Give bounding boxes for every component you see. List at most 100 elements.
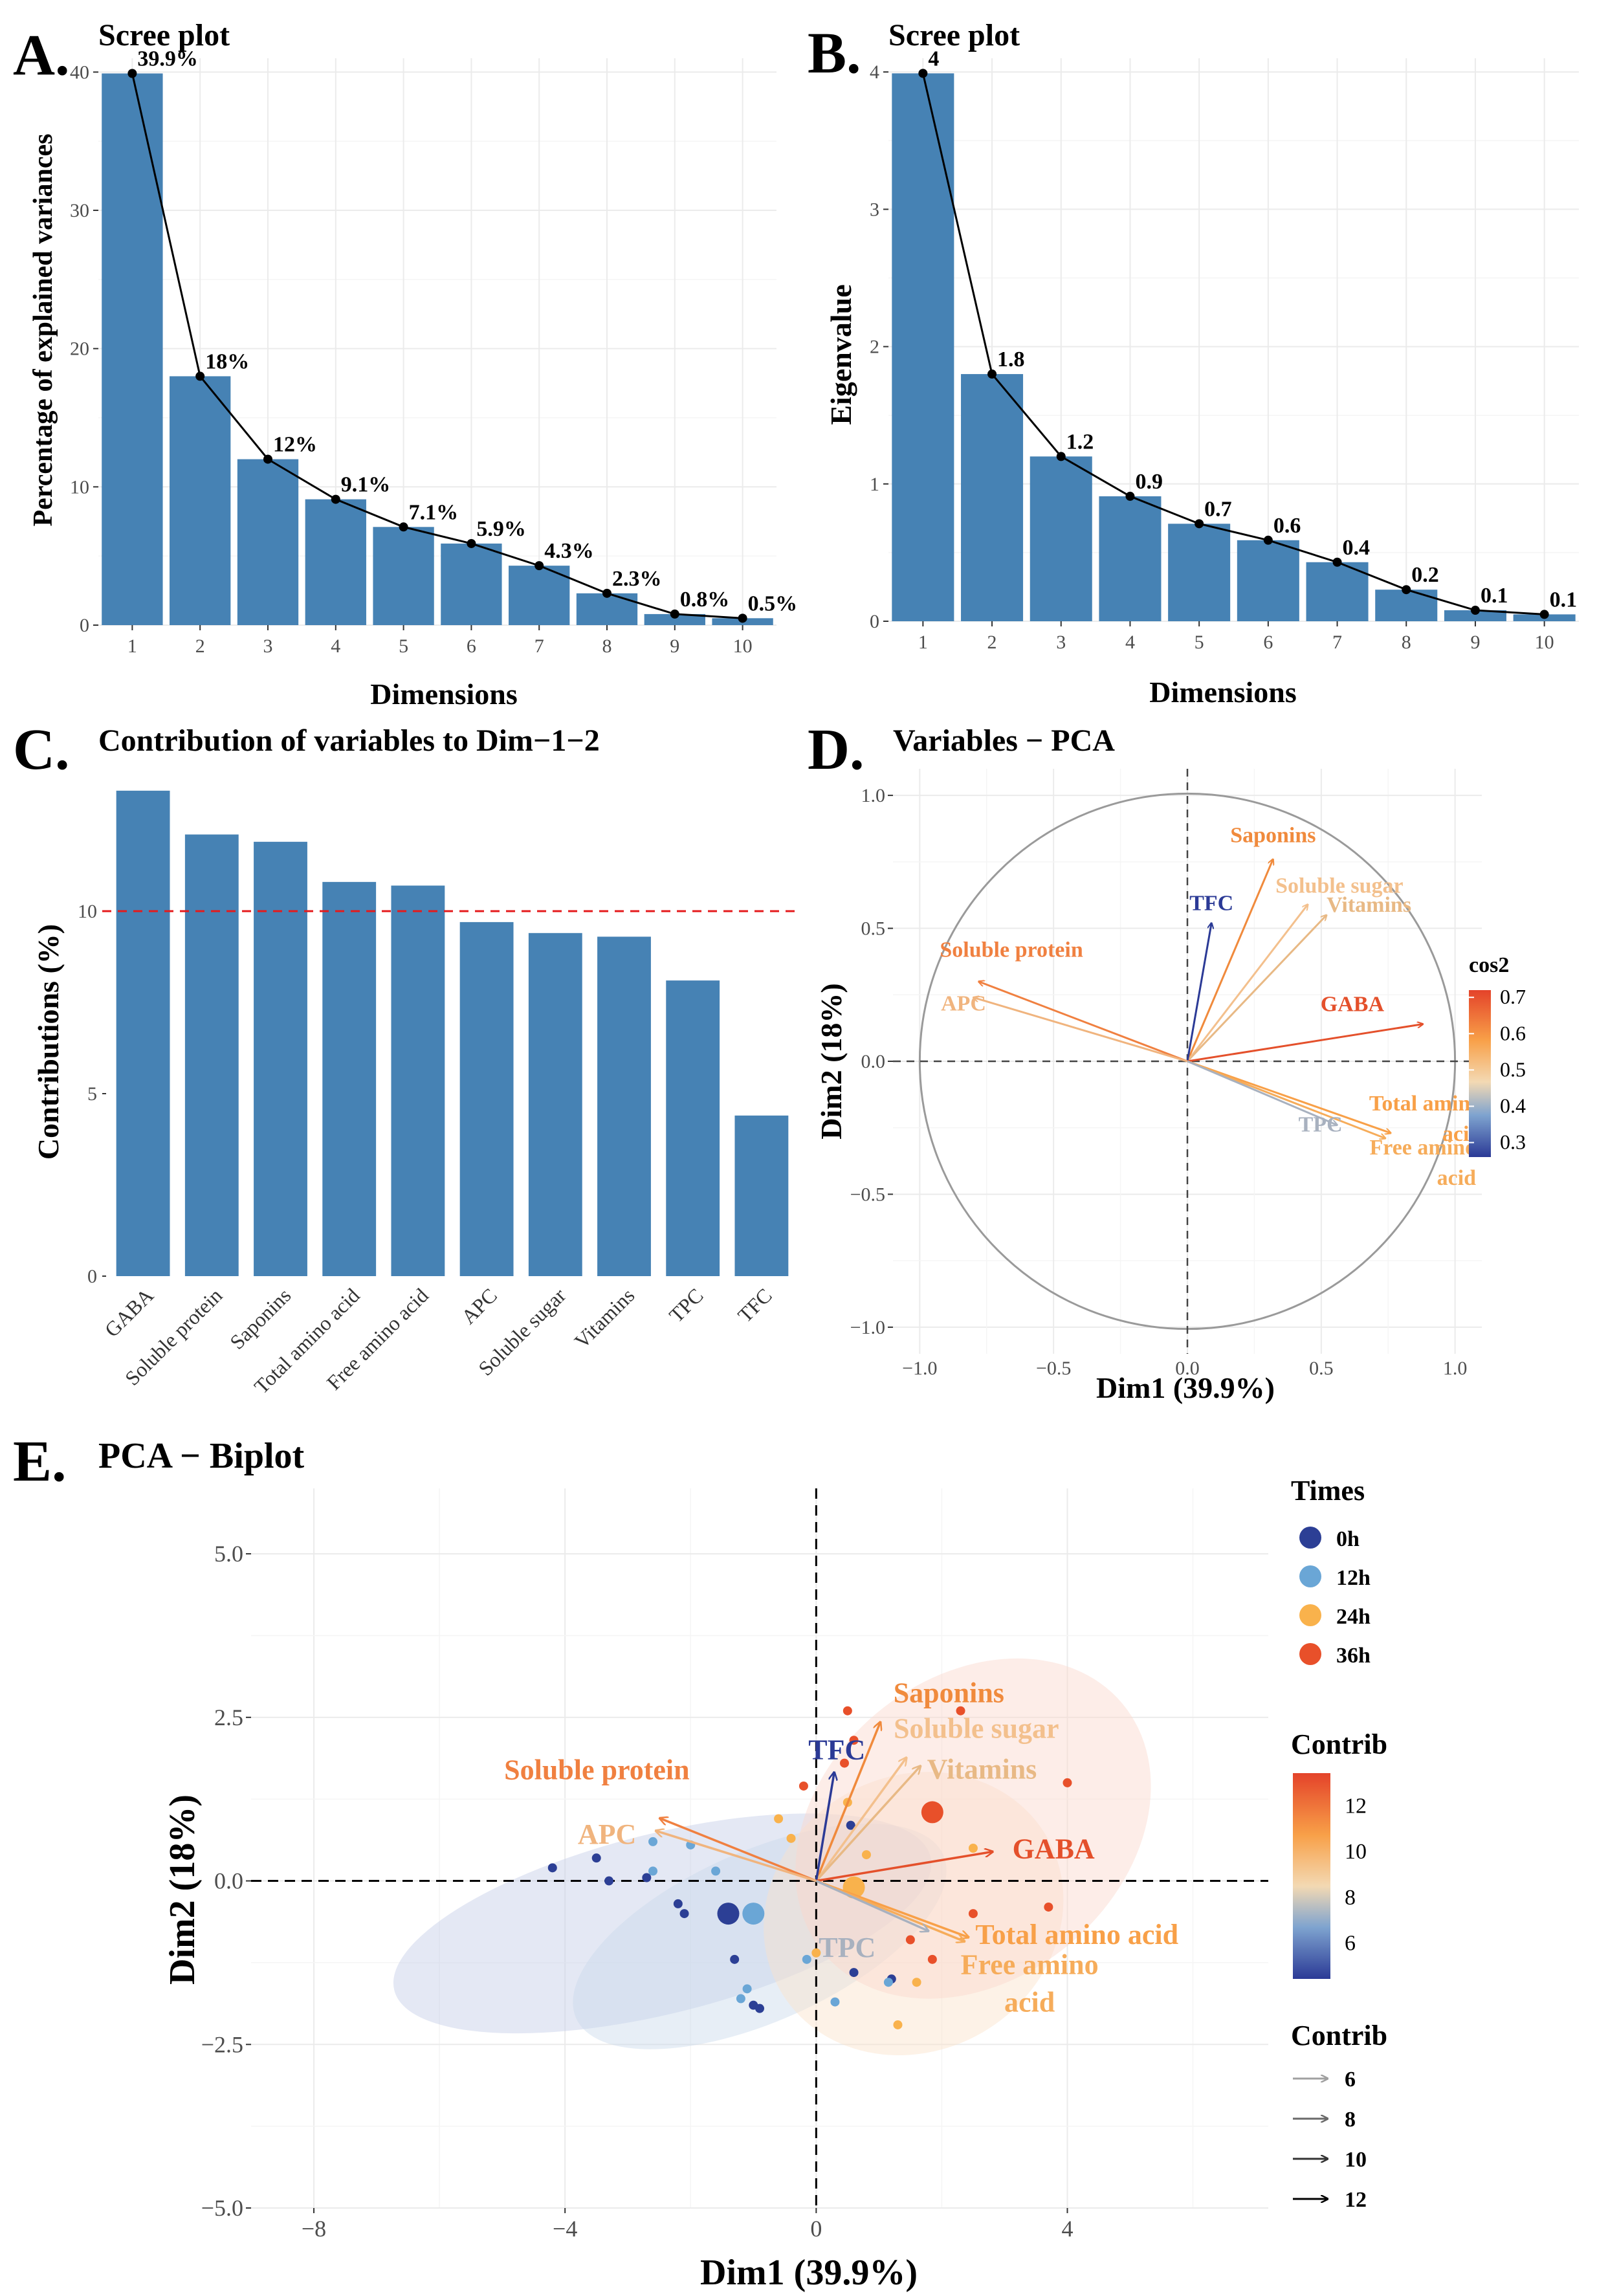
y-tick-label: 0 [80,615,89,636]
bar-7 [1306,562,1369,621]
series-point [1332,557,1342,567]
variable-label: GABA [1013,1833,1095,1864]
cos2-colorbar [1469,990,1491,1157]
bar-9 [644,613,705,625]
y-tick-label: 2 [870,337,879,358]
sample-point-0h [547,1863,557,1873]
sample-point-12h [883,1978,893,1987]
data-label: 1.2 [1066,430,1094,454]
variable-arrow [815,1722,880,1882]
variable-label: Total amino [1369,1092,1482,1116]
x-tick-label: 9 [1470,632,1480,653]
x-tick-label: 4 [1125,632,1135,653]
x-tick-label: 8 [602,635,612,657]
sample-point-36h [843,1706,852,1716]
sample-point-0h [591,1853,601,1863]
variable-label: Soluble sugar [894,1713,1059,1745]
series-point [263,454,272,464]
x-tick-label: 8 [1402,632,1411,653]
chart-e-xlabel: Dim1 (39.9%) [700,2253,918,2293]
x-tick-label: 6 [467,635,476,657]
panel-letter-e: E. [13,1429,67,1494]
x-tick-label: 10 [1535,632,1554,653]
data-label: 0.4 [1343,536,1371,560]
chart-d-legend-title: cos2 [1469,953,1509,977]
data-label: 2.3% [612,567,662,591]
sample-point-12h [711,1866,721,1876]
data-label: 7.1% [409,500,459,524]
variable-label: TPC [1299,1113,1343,1137]
sample-point-24h [774,1814,784,1824]
x-tick-label: TPC [665,1283,708,1327]
x-tick-label: −0.5 [1036,1358,1071,1379]
legend-key-12h [1299,1565,1321,1587]
chart-e-legend-contrib-arrow-title: Contrib [1291,2020,1387,2051]
data-label: 5.9% [476,517,526,541]
chart-d-ylabel: Dim2 (18%) [815,983,848,1139]
bar-5 [373,527,434,625]
colorbar-tick-label: 8 [1345,1886,1356,1910]
sample-point-0h [604,1876,614,1886]
variable-label: TFC [1189,891,1233,915]
sample-point-0h [679,1909,689,1919]
panel-letter-b: B. [808,21,861,85]
bar-tpc [666,980,720,1276]
x-tick-label: 1 [918,632,928,653]
bar-vitamins [597,936,651,1276]
data-label: 0.1 [1481,584,1508,608]
chart-a-plot: 0 10 20 30 40 1 2 3 4 5 6 7 8 9 10 39.9% 18% 12% 9.1% 7.1% 5… [70,47,797,657]
bar-6 [1237,540,1299,621]
sample-point-36h [956,1706,965,1716]
y-tick-label: 0.0 [214,1868,243,1894]
series-point [738,613,747,623]
x-tick-label: 3 [1056,632,1066,653]
x-tick-label: 3 [263,635,273,657]
sample-point-24h [811,1948,821,1958]
variable-label: APC [941,991,986,1015]
data-label: 12% [273,433,317,457]
series-point [1539,610,1549,619]
y-tick-label: 3 [870,199,879,220]
bar-saponins [254,841,307,1276]
group-centroid-36h [921,1801,943,1824]
x-tick-label: 9 [670,635,679,657]
data-label: 0.2 [1411,563,1439,587]
chart-e-legend-contrib-title: Contrib [1291,1728,1387,1760]
variable-arrow [815,1879,929,1932]
data-label: 0.5% [748,591,798,615]
sample-point-0h [846,1820,855,1830]
bar-1 [892,73,954,622]
group-centroid-0h [717,1903,740,1925]
x-tick-label: 5 [1195,632,1204,653]
series-point [1195,519,1204,529]
variable-arrow [1186,923,1211,1062]
x-tick-label: 10 [733,635,753,657]
variable-arrow [973,997,1188,1063]
sample-point-0h [849,1968,859,1978]
legend-label: 24h [1336,1605,1371,1629]
legend-label: 12h [1336,1566,1371,1590]
sample-point-0h [673,1899,683,1908]
data-label: 1.8 [997,348,1025,371]
series-point [987,370,997,379]
data-label: 0.1 [1550,588,1578,612]
chart-a-title: Scree plot [98,18,230,52]
series-point [534,561,544,571]
sample-point-12h [648,1866,658,1876]
variable-label: TFC [808,1734,865,1765]
variable-arrow [1186,915,1327,1063]
x-tick-label: −1.0 [902,1358,937,1379]
variable-arrow [659,1818,817,1882]
y-tick-label: 10 [70,476,89,498]
chart-b-xlabel: Dimensions [1149,676,1296,709]
variable-label: Vitamins [1327,893,1411,917]
sample-point-12h [648,1837,658,1846]
y-tick-label: −0.5 [850,1184,885,1205]
x-tick-label: 0.5 [1309,1358,1334,1379]
data-label: 0.7 [1204,497,1232,521]
y-tick-label: 1 [870,474,879,495]
variable-arrow [1187,1060,1391,1133]
x-tick-label: 2 [987,632,997,653]
series-point [670,609,679,619]
